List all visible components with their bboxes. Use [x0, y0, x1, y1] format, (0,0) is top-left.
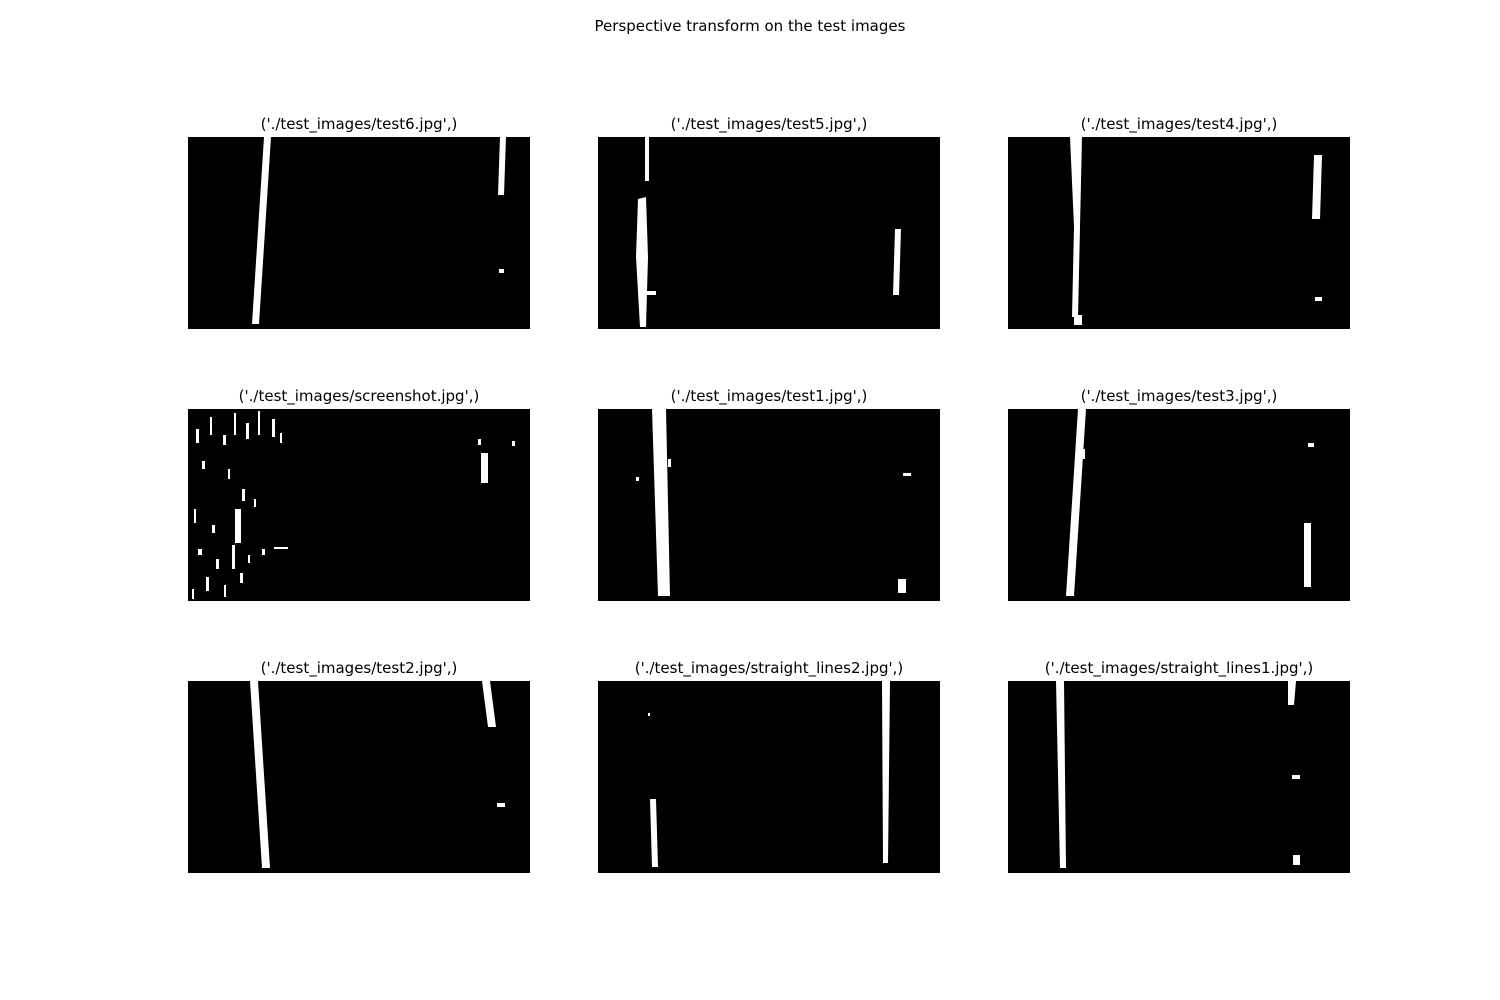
right-lane-fragment [497, 803, 505, 807]
left-lane-line [250, 681, 270, 868]
right-lane-fragment [1293, 855, 1300, 865]
right-lane-fragment [1308, 443, 1314, 447]
figure-title: Perspective transform on the test images [594, 17, 906, 35]
left-lane-segment [650, 799, 658, 867]
binary-warped-image [598, 681, 940, 873]
panel-title: ('./test_images/screenshot.jpg',) [238, 387, 480, 405]
binary-warped-image [188, 681, 530, 873]
binary-warped-image [598, 137, 940, 329]
panel-title: ('./test_images/test2.jpg',) [260, 659, 458, 677]
panel-title: ('./test_images/straight_lines1.jpg',) [1044, 659, 1314, 677]
right-lane-segment [893, 229, 901, 295]
panel-title: ('./test_images/test6.jpg',) [260, 115, 458, 133]
panel-title: ('./test_images/test4.jpg',) [1080, 115, 1278, 133]
left-lane-blob [636, 197, 648, 327]
left-lane-line [1066, 409, 1086, 596]
noise-fragment [512, 441, 515, 446]
noise-fragment [648, 713, 650, 716]
right-lane-segment [1312, 155, 1322, 219]
right-lane-fragment [1292, 775, 1300, 779]
binary-warped-image [188, 137, 530, 329]
noise-speckles [192, 411, 288, 599]
left-lane-segment [235, 509, 241, 543]
right-lane-fragment [499, 269, 504, 273]
right-lane-segment [898, 579, 906, 593]
binary-warped-image [1008, 137, 1350, 329]
left-lane-spur [646, 291, 656, 295]
left-lane-segment [645, 137, 649, 181]
left-lane-fragment [1074, 315, 1082, 325]
right-lane-fragment [1315, 297, 1322, 301]
right-lane-segment [1304, 523, 1311, 587]
noise-fragment [636, 477, 639, 481]
panel-title: ('./test_images/test5.jpg',) [670, 115, 868, 133]
left-lane-line [1056, 681, 1066, 868]
right-lane-segment [1288, 681, 1296, 705]
panel-title: ('./test_images/straight_lines2.jpg',) [634, 659, 904, 677]
right-lane-segment [498, 137, 506, 195]
left-lane-line [252, 137, 271, 324]
panel-title: ('./test_images/test1.jpg',) [670, 387, 868, 405]
left-lane-line [652, 409, 670, 596]
binary-warped-image [1008, 681, 1350, 873]
right-lane-segment [482, 681, 496, 727]
left-lane-fragment [668, 459, 671, 467]
right-lane-fragment [903, 473, 911, 476]
binary-warped-image [598, 409, 940, 601]
right-lane-line [882, 681, 890, 863]
binary-warped-image [1008, 409, 1350, 601]
right-lane-segment [481, 453, 488, 483]
right-lane-fragment [478, 439, 481, 445]
binary-warped-image [188, 409, 530, 601]
left-lane-line [1070, 137, 1082, 317]
left-lane-fragment [1082, 449, 1085, 459]
panel-title: ('./test_images/test3.jpg',) [1080, 387, 1278, 405]
